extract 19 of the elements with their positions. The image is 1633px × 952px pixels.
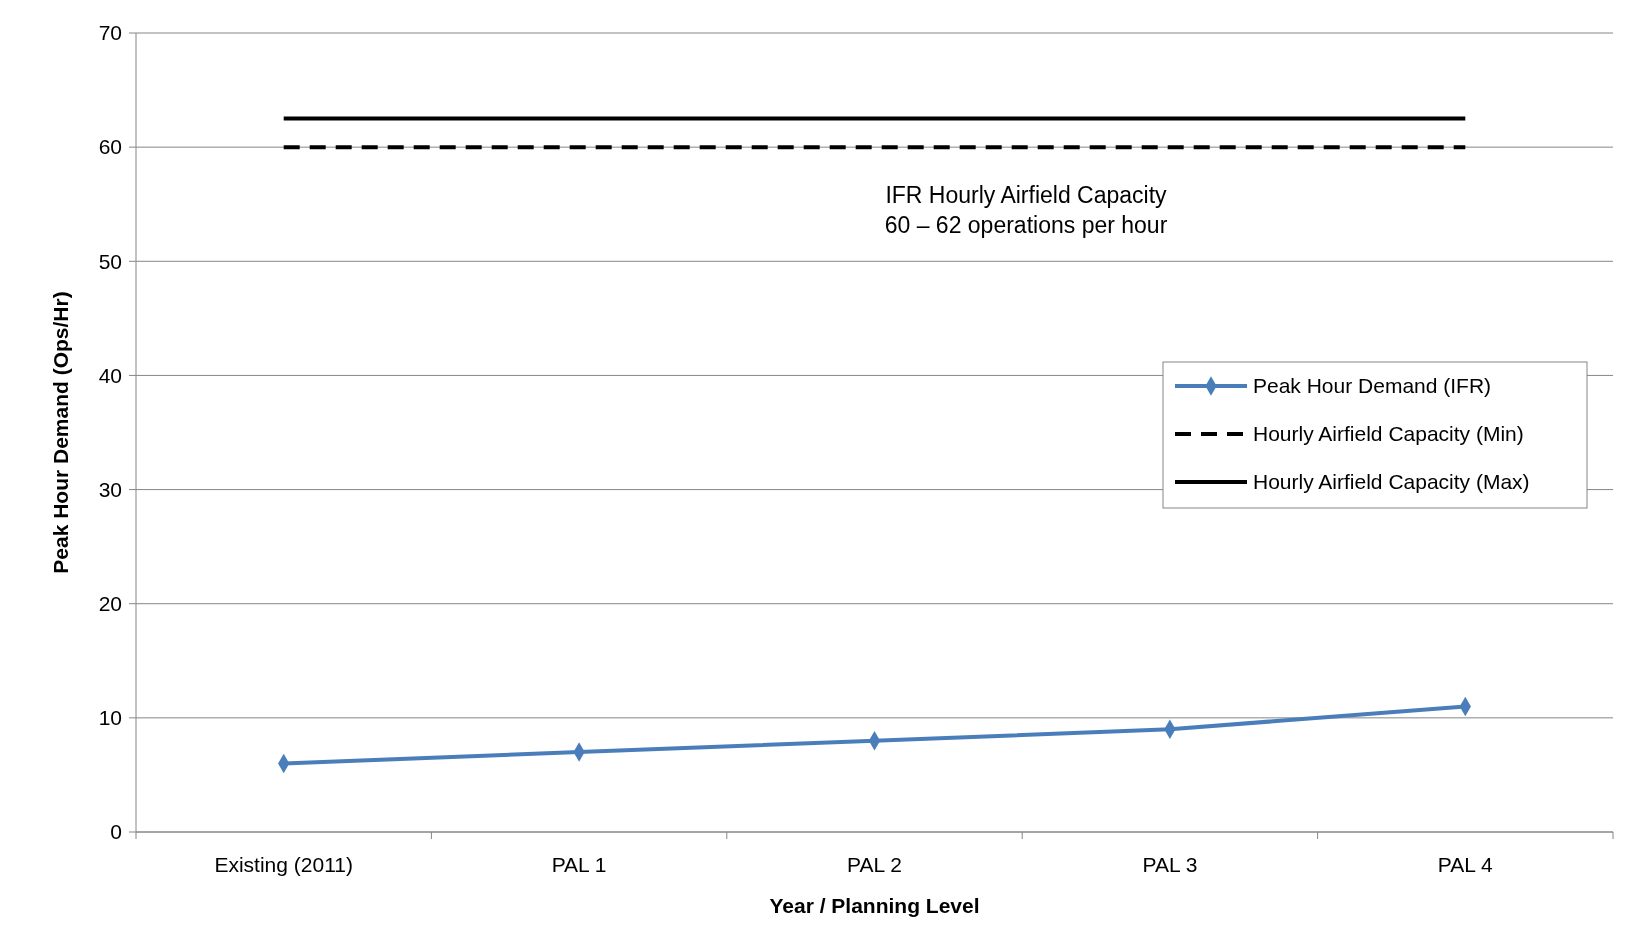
annotation: IFR Hourly Airfield Capacity 60 – 62 operations per hour bbox=[884, 182, 1168, 238]
x-axis-title: Year / Planning Level bbox=[769, 894, 980, 917]
y-tick-label: 40 bbox=[98, 363, 122, 387]
y-tick-label: 20 bbox=[98, 592, 122, 616]
x-tick-label: PAL 3 bbox=[1142, 853, 1198, 876]
legend-label: Hourly Airfield Capacity (Min) bbox=[1253, 422, 1524, 446]
y-tick-label: 0 bbox=[110, 820, 122, 844]
y-tick-label: 60 bbox=[98, 135, 122, 159]
y-tick-label: 30 bbox=[98, 477, 122, 501]
legend-label: Peak Hour Demand (IFR) bbox=[1253, 374, 1492, 398]
x-tick-label: PAL 2 bbox=[847, 853, 902, 876]
x-tick-label: PAL 4 bbox=[1437, 853, 1494, 876]
y-tick-label: 70 bbox=[98, 21, 122, 45]
y-tick-label: 50 bbox=[98, 249, 122, 273]
x-tick-label: PAL 1 bbox=[551, 853, 607, 876]
y-axis-title: Peak Hour Demand (Ops/Hr) bbox=[49, 291, 72, 574]
y-tick-label: 10 bbox=[98, 706, 122, 730]
legend-label: Hourly Airfield Capacity (Max) bbox=[1253, 470, 1530, 494]
x-tick-label: Existing (2011) bbox=[214, 853, 353, 876]
